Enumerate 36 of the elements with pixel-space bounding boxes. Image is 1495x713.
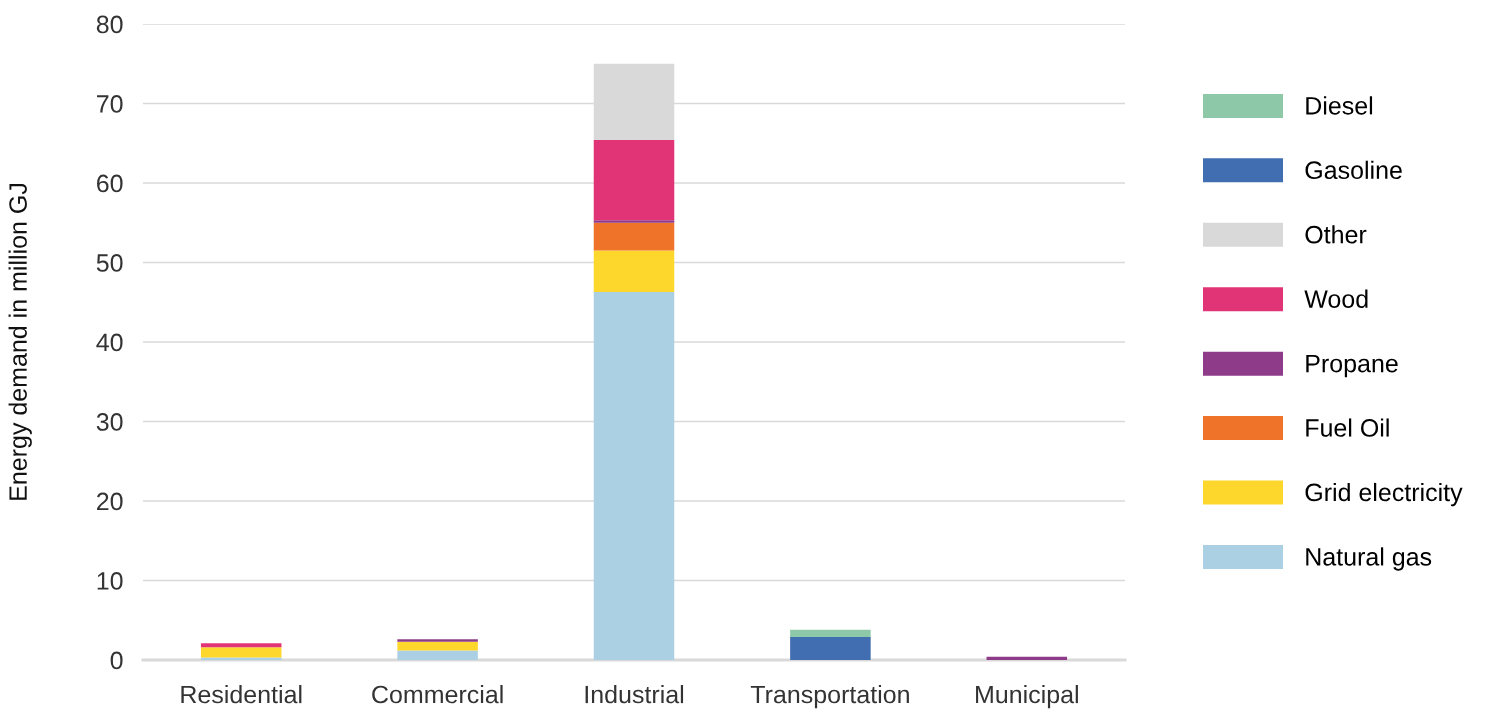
y-tick-label: 20 bbox=[97, 492, 123, 511]
bar bbox=[200, 643, 282, 648]
y-tick-label: 50 bbox=[96, 254, 123, 272]
legend-label: Grid electricity bbox=[1305, 482, 1463, 507]
bar bbox=[593, 250, 675, 292]
y-tick-label: 70 bbox=[97, 95, 123, 113]
legend-label: Diesel bbox=[1306, 96, 1373, 115]
y-axis-title: Energy demand in million GJ bbox=[8, 184, 32, 500]
y-tick-label: 60 bbox=[97, 174, 123, 193]
legend-label: Propane bbox=[1306, 354, 1398, 378]
y-tick-label: 0 bbox=[110, 651, 123, 670]
legend-label: Other bbox=[1305, 225, 1367, 244]
bar bbox=[593, 222, 675, 251]
x-tick-label: Commercial bbox=[372, 685, 503, 704]
y-tick-label: 80 bbox=[96, 15, 123, 34]
x-tick-label: Transportation bbox=[750, 685, 909, 709]
bar bbox=[790, 629, 871, 637]
y-tick-label: 40 bbox=[96, 333, 123, 352]
bar bbox=[986, 656, 1068, 660]
bar bbox=[397, 639, 478, 642]
y-tick-label: 30 bbox=[96, 413, 123, 431]
bar bbox=[790, 636, 871, 660]
legend-label: Wood bbox=[1304, 289, 1368, 308]
x-tick-label: Municipal bbox=[976, 685, 1078, 709]
legend-label: Fuel Oil bbox=[1306, 418, 1389, 437]
y-tick-label: 10 bbox=[97, 572, 123, 590]
bar bbox=[593, 291, 675, 660]
bar bbox=[593, 220, 675, 223]
x-tick-label: Industrial bbox=[585, 685, 684, 704]
bar bbox=[397, 641, 478, 651]
bar bbox=[397, 650, 478, 660]
bar bbox=[593, 140, 675, 221]
legend-label: Natural gas bbox=[1306, 547, 1432, 571]
legend-label: Gasoline bbox=[1305, 160, 1402, 180]
bar bbox=[200, 647, 282, 658]
x-tick-label: Residential bbox=[181, 685, 302, 704]
